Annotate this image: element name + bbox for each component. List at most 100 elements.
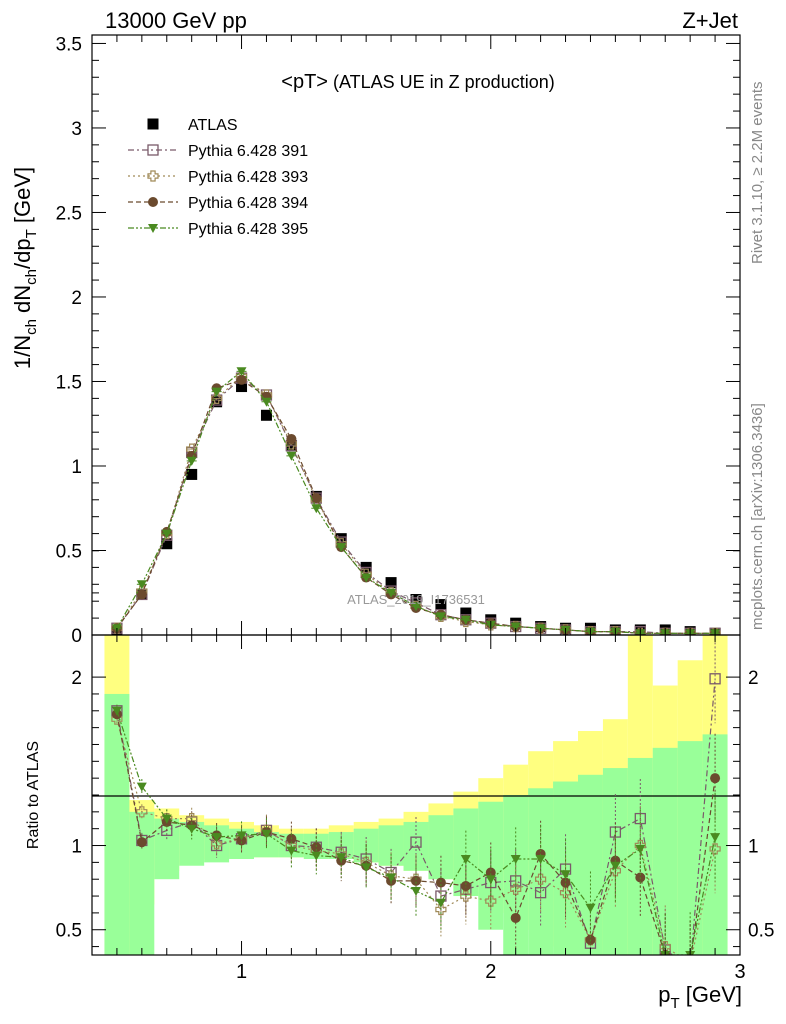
y-axis-label-ratio: Ratio to ATLAS — [25, 741, 42, 849]
ratio-point — [560, 870, 571, 880]
ratio-y-tick-label-right: 1 — [748, 837, 759, 858]
ratio-point — [560, 877, 571, 888]
ratio-point — [685, 958, 695, 968]
legend-entry-pythia-6-428-391: Pythia 6.428 391 — [128, 143, 308, 160]
plot-title-suffix: (ATLAS UE in Z production) — [328, 72, 555, 92]
y-tick-label: 3.5 — [56, 34, 82, 55]
data-point — [161, 529, 172, 539]
legend-marker — [147, 118, 159, 130]
ratio-point — [609, 865, 622, 877]
ratio-point — [634, 839, 646, 852]
data-point — [336, 543, 347, 553]
data-point — [186, 456, 197, 466]
ratio-point — [534, 873, 547, 885]
data-point — [211, 396, 223, 408]
data-point — [186, 468, 198, 480]
x-axis-label: pT [GeV] — [658, 982, 742, 1012]
data-point — [311, 493, 322, 504]
y-tick-label: 1 — [71, 457, 82, 478]
ratio-point — [435, 903, 447, 916]
analysis-watermark: ATLAS_2019_I1736531 — [347, 592, 485, 607]
ratio-point — [709, 843, 721, 855]
ratio-point — [311, 851, 322, 861]
data-point — [211, 387, 222, 397]
header-right: Z+Jet — [682, 8, 738, 33]
legend-label: Pythia 6.428 391 — [188, 143, 308, 160]
data-point — [460, 615, 471, 625]
legend-label: Pythia 6.428 393 — [188, 169, 308, 186]
data-point — [286, 433, 297, 444]
rivet-label: Rivet 3.1.10, ≥ 2.2M events — [749, 82, 766, 265]
ratio-point — [710, 833, 721, 843]
ratio-point — [510, 855, 521, 864]
ratio-point — [311, 842, 322, 853]
data-point — [236, 367, 247, 377]
ratio-point — [485, 875, 496, 885]
header-left: 13000 GeV pp — [105, 8, 247, 33]
x-tick-label: 1 — [236, 961, 247, 983]
ratio-point — [685, 958, 695, 968]
ratio-point — [435, 898, 446, 908]
ratio-point — [386, 873, 397, 883]
mcplots-label: mcplots.cern.ch [arXiv:1306.3436] — [749, 403, 766, 630]
y-tick-label: 2.5 — [56, 203, 82, 224]
data-point — [385, 577, 397, 589]
data-point — [435, 599, 447, 611]
ratio-point — [510, 912, 521, 923]
ratio-point — [559, 887, 572, 899]
legend-entry-pythia-6-428-395: Pythia 6.428 395 — [128, 221, 308, 238]
y-tick-label: 3 — [71, 119, 82, 140]
ratio-point — [361, 863, 372, 873]
legend-marker — [148, 224, 158, 233]
ratio-point — [685, 962, 695, 972]
ratio-point — [460, 855, 471, 864]
y-tick-label: 0 — [71, 626, 82, 647]
ratio-point — [635, 844, 646, 854]
ratio-point — [186, 824, 197, 834]
ratio-point — [211, 838, 223, 850]
data-point — [236, 374, 247, 385]
data-point — [361, 573, 372, 583]
ratio-point — [236, 835, 247, 846]
ratio-point — [510, 883, 522, 895]
data-point — [211, 392, 223, 404]
legend-entry-atlas: ATLAS — [147, 117, 238, 134]
ratio-point — [485, 867, 496, 878]
x-tick-label: 3 — [734, 961, 745, 983]
legend-entry-pythia-6-428-393: Pythia 6.428 393 — [128, 169, 308, 186]
ratio-point — [710, 773, 721, 784]
data-point — [510, 622, 521, 632]
ratio-point — [585, 903, 596, 913]
ratio-y-tick-label-left: 1 — [71, 837, 82, 858]
data-point — [261, 397, 272, 407]
plot-title-main: <pT> — [281, 71, 328, 93]
data-point — [311, 504, 322, 514]
data-point — [161, 538, 173, 550]
y-tick-label: 1.5 — [56, 372, 82, 393]
ratio-point — [261, 829, 272, 839]
ratio-point — [610, 861, 621, 871]
band-green-bin — [677, 741, 703, 955]
data-point — [286, 451, 297, 461]
ratio-point — [211, 833, 222, 843]
legend: ATLAS Pythia 6.428 391 Pythia 6.428 393 Pyt… — [128, 117, 308, 238]
legend-label: ATLAS — [188, 117, 238, 134]
legend-marker — [148, 197, 158, 207]
x-tick-label: 2 — [485, 961, 496, 983]
ratio-y-tick-label-right: 2 — [748, 668, 759, 689]
ratio-y-tick-label-left: 2 — [71, 668, 82, 689]
data-point — [435, 612, 446, 622]
legend-label: Pythia 6.428 394 — [188, 195, 308, 212]
data-point — [136, 589, 147, 600]
legend-entry-pythia-6-428-394: Pythia 6.428 394 — [128, 195, 308, 212]
ratio-y-tick-label-right: 0.5 — [748, 921, 774, 942]
data-point — [260, 409, 272, 421]
ratio-point — [136, 837, 147, 848]
ratio-point — [485, 895, 497, 907]
band-green-bin — [104, 693, 130, 955]
data-point — [410, 594, 422, 606]
y-axis-label-main: 1/Nch dNch/dpT [GeV] — [10, 167, 40, 369]
data-point — [460, 607, 472, 619]
ratio-series-layer — [111, 635, 721, 972]
